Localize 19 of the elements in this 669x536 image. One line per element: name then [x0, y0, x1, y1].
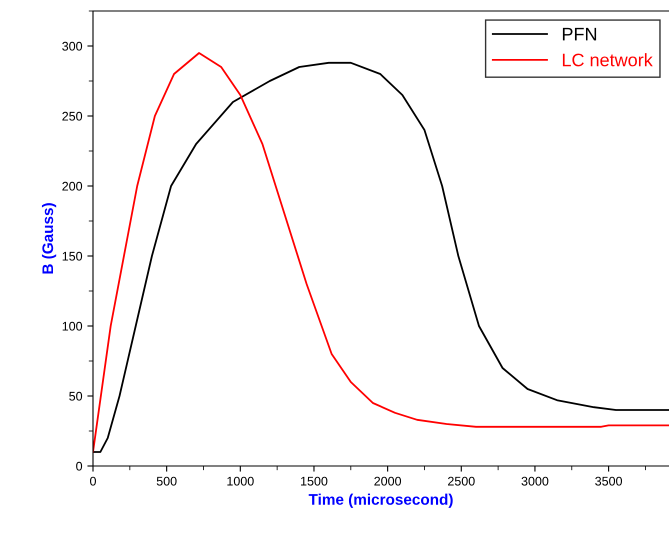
y-axis-title: B (Gauss) [42, 203, 56, 274]
legend-label: PFN [562, 28, 596, 40]
x-tick-label: 0 [90, 476, 96, 486]
x-tick-label: 1500 [301, 476, 328, 486]
x-tick-label: 2000 [374, 476, 402, 486]
y-tick-label: 150 [62, 252, 82, 261]
y-tick-label: 0 [76, 462, 82, 471]
x-tick-label: 2500 [448, 476, 475, 486]
y-tick-label: 200 [62, 182, 82, 191]
y-tick-label: 50 [69, 392, 82, 401]
x-tick-label: 3000 [522, 476, 548, 486]
x-tick-label: 500 [156, 476, 177, 486]
y-tick-label: 300 [62, 42, 82, 51]
y-tick-label: 100 [62, 322, 82, 331]
x-tick-label: 1000 [227, 476, 254, 486]
legend-label: LC network [562, 53, 653, 66]
x-tick-label: 3500 [595, 476, 622, 486]
y-tick-label: 250 [62, 112, 82, 121]
x-axis-title: Time (microsecond) [308, 494, 453, 508]
